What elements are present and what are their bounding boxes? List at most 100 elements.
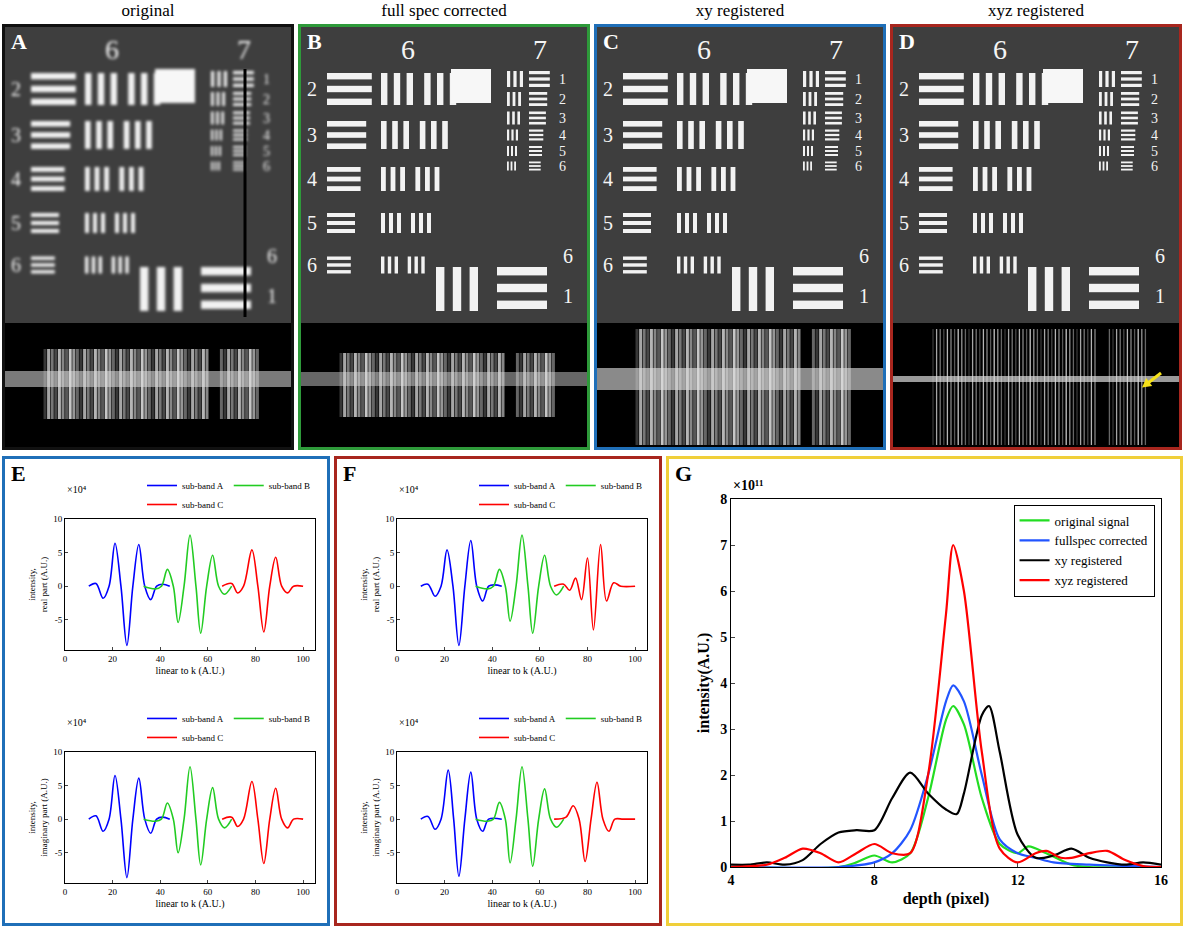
svg-text:4: 4 — [11, 168, 21, 190]
svg-text:7: 7 — [720, 538, 727, 553]
svg-text:sub-band B: sub-band B — [601, 714, 642, 724]
svg-text:4: 4 — [855, 128, 862, 143]
svg-text:10: 10 — [385, 747, 395, 757]
svg-text:xyz registered: xyz registered — [1055, 573, 1129, 588]
svg-text:sub-band A: sub-band A — [514, 481, 556, 491]
svg-text:intensity(A.U.): intensity(A.U.) — [695, 633, 713, 733]
svg-text:80: 80 — [251, 654, 260, 664]
svg-text:3: 3 — [263, 111, 270, 126]
svg-text:2: 2 — [559, 92, 566, 107]
svg-text:6: 6 — [105, 34, 119, 65]
svg-text:6: 6 — [720, 584, 727, 599]
svg-text:1: 1 — [267, 285, 277, 307]
svg-text:×10⁴: ×10⁴ — [399, 484, 419, 495]
svg-text:6: 6 — [11, 254, 21, 276]
svg-text:×10¹¹: ×10¹¹ — [733, 478, 763, 493]
svg-text:8: 8 — [871, 873, 878, 888]
svg-text:3: 3 — [603, 124, 613, 146]
svg-text:5: 5 — [720, 630, 727, 645]
svg-text:sub-band C: sub-band C — [182, 733, 223, 743]
svg-text:0: 0 — [58, 581, 63, 591]
svg-text:3: 3 — [1151, 111, 1158, 126]
svg-text:1: 1 — [859, 285, 869, 307]
svg-text:100: 100 — [628, 887, 642, 897]
svg-text:80: 80 — [251, 887, 260, 897]
svg-text:40: 40 — [488, 887, 498, 897]
svg-text:3: 3 — [307, 124, 317, 146]
svg-text:40: 40 — [156, 887, 166, 897]
svg-text:2: 2 — [11, 78, 21, 100]
svg-text:80: 80 — [583, 654, 593, 664]
svg-text:-5: -5 — [55, 615, 63, 625]
svg-text:×10⁴: ×10⁴ — [399, 717, 419, 728]
svg-text:12: 12 — [1011, 873, 1025, 888]
svg-text:6: 6 — [307, 254, 317, 276]
svg-text:20: 20 — [440, 654, 450, 664]
svg-text:5: 5 — [307, 212, 317, 234]
svg-text:5: 5 — [11, 212, 21, 234]
svg-text:6: 6 — [697, 34, 711, 65]
svg-text:0: 0 — [390, 814, 395, 824]
svg-text:4: 4 — [559, 128, 566, 143]
svg-text:5: 5 — [58, 548, 63, 558]
svg-text:4: 4 — [720, 676, 727, 691]
svg-text:sub-band B: sub-band B — [269, 714, 310, 724]
svg-text:40: 40 — [156, 654, 166, 664]
svg-text:3: 3 — [899, 124, 909, 146]
svg-text:linear to k (A.U.): linear to k (A.U.) — [155, 898, 224, 910]
svg-text:sub-band B: sub-band B — [601, 481, 642, 491]
svg-text:80: 80 — [583, 887, 593, 897]
svg-text:5: 5 — [559, 144, 566, 159]
svg-text:linear to k (A.U.): linear to k (A.U.) — [487, 665, 556, 677]
svg-text:2: 2 — [263, 92, 270, 107]
svg-text:6: 6 — [1151, 159, 1158, 174]
svg-text:10: 10 — [385, 514, 395, 524]
svg-text:6: 6 — [603, 254, 613, 276]
svg-text:0: 0 — [63, 887, 68, 897]
svg-text:0: 0 — [58, 814, 63, 824]
svg-text:5: 5 — [390, 548, 395, 558]
svg-text:fullspec corrected: fullspec corrected — [1055, 533, 1148, 548]
svg-text:4: 4 — [263, 128, 270, 143]
svg-text:3: 3 — [11, 124, 21, 146]
svg-text:20: 20 — [440, 887, 450, 897]
svg-text:1: 1 — [1151, 72, 1158, 87]
svg-text:-5: -5 — [387, 615, 395, 625]
svg-text:sub-band A: sub-band A — [182, 481, 224, 491]
svg-text:5: 5 — [1151, 144, 1158, 159]
svg-text:linear to k (A.U.): linear to k (A.U.) — [487, 898, 556, 910]
svg-text:-5: -5 — [387, 848, 395, 858]
svg-text:6: 6 — [263, 159, 270, 174]
svg-text:6: 6 — [855, 159, 862, 174]
svg-text:linear to k (A.U.): linear to k (A.U.) — [155, 665, 224, 677]
svg-text:6: 6 — [993, 34, 1007, 65]
svg-text:1: 1 — [1155, 285, 1165, 307]
svg-text:8: 8 — [720, 492, 727, 507]
svg-text:6: 6 — [401, 34, 415, 65]
svg-text:0: 0 — [395, 654, 400, 664]
svg-text:60: 60 — [203, 887, 213, 897]
svg-text:5: 5 — [58, 781, 63, 791]
svg-text:1: 1 — [855, 72, 862, 87]
svg-text:20: 20 — [108, 887, 118, 897]
svg-text:7: 7 — [829, 34, 843, 65]
svg-text:5: 5 — [855, 144, 862, 159]
svg-text:depth (pixel): depth (pixel) — [903, 890, 990, 908]
svg-text:20: 20 — [108, 654, 118, 664]
svg-text:4: 4 — [728, 873, 735, 888]
svg-text:0: 0 — [720, 860, 727, 875]
svg-text:3: 3 — [720, 722, 727, 737]
svg-text:4: 4 — [1151, 128, 1158, 143]
svg-text:×10⁴: ×10⁴ — [67, 717, 87, 728]
svg-text:4: 4 — [899, 168, 909, 190]
svg-text:5: 5 — [899, 212, 909, 234]
svg-text:2: 2 — [307, 78, 317, 100]
svg-text:sub-band C: sub-band C — [182, 500, 223, 510]
svg-text:1: 1 — [559, 72, 566, 87]
svg-text:2: 2 — [720, 768, 727, 783]
svg-text:0: 0 — [395, 887, 400, 897]
svg-text:60: 60 — [535, 887, 545, 897]
svg-text:60: 60 — [203, 654, 213, 664]
svg-text:3: 3 — [559, 111, 566, 126]
svg-text:3: 3 — [855, 111, 862, 126]
